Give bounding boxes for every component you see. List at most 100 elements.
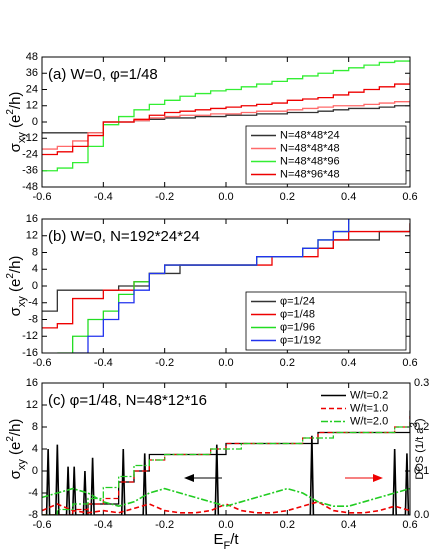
label-part: ) (414, 418, 426, 422)
x-tick-label: -0.6 (33, 519, 52, 531)
label-part: xy (16, 296, 28, 308)
x-tick-label: 0.6 (402, 357, 417, 369)
axis-label: EF/t (213, 531, 239, 552)
legend-label: N=48*96*48 (280, 168, 340, 180)
y-tick-label: 0 (32, 280, 38, 292)
label-part: xy (16, 459, 28, 471)
y-tick-label: 48 (26, 51, 38, 63)
label-part: E (213, 531, 223, 548)
x-tick-label: -0.4 (94, 191, 113, 203)
legend-label: N=48*48*48 (280, 142, 340, 154)
y2-tick-label: 0.0 (414, 509, 429, 521)
arrow-head (184, 474, 194, 482)
plot-frame (41, 56, 411, 188)
label-part: DOS (1/t a (414, 427, 426, 480)
series-line (42, 77, 410, 156)
x-tick-label: -0.2 (155, 357, 174, 369)
x-tick-label: -0.6 (33, 191, 52, 203)
label-part: 2 (5, 273, 16, 279)
x-tick-label: 0.4 (341, 519, 356, 531)
y-tick-label: 0 (32, 116, 38, 128)
axis-label: σxy (e2/h) (5, 419, 28, 480)
axis-label: DOS (1/t a3) (409, 418, 426, 479)
y-tick-label: -16 (22, 347, 38, 359)
y-tick-label: 24 (26, 83, 38, 95)
y-tick-label: 12 (26, 399, 38, 411)
y-tick-label: 16 (26, 377, 38, 389)
y-tick-label: 16 (26, 213, 38, 225)
label-part: 2 (5, 109, 16, 115)
y-tick-label: -36 (22, 165, 38, 177)
legend-label: W/t=1.0 (350, 402, 388, 414)
y-tick-label: 8 (32, 246, 38, 258)
legend-label: W/t=2.0 (350, 415, 388, 427)
x-tick-label: 0.2 (280, 519, 295, 531)
x-tick-label: 0.2 (280, 357, 295, 369)
series-line (42, 416, 410, 515)
y-tick-label: -4 (28, 487, 38, 499)
label-part: σ (7, 142, 24, 152)
y-tick-label: -24 (22, 148, 38, 160)
y-tick-label: 4 (32, 263, 38, 275)
legend-label: φ=1/96 (280, 321, 315, 333)
y-tick-label: 12 (26, 230, 38, 242)
axis-label: σxy (e2/h) (5, 92, 28, 153)
label-part: /h) (7, 92, 24, 110)
dos-line (42, 500, 410, 514)
y-tick-label: 8 (32, 421, 38, 433)
legend-label: φ=1/24 (280, 295, 315, 307)
y2-tick-label: 0.2 (414, 421, 429, 433)
x-tick-label: -0.2 (155, 191, 174, 203)
y-tick-label: 36 (26, 67, 38, 79)
label-part: /h) (7, 256, 24, 274)
x-tick-label: 0.0 (218, 191, 233, 203)
label-part: /h) (7, 419, 24, 437)
label-part: (e (7, 442, 24, 460)
y-tick-label: -12 (22, 330, 38, 342)
arrows (184, 474, 383, 482)
plot-frame (41, 382, 411, 516)
legend-label: W/t=0.2 (350, 389, 388, 401)
panel-label: (b) W=0, N=192*24*24 (48, 228, 200, 245)
legend-label: φ=1/48 (280, 308, 315, 320)
label-part: σ (7, 306, 24, 316)
x-tick-label: 0.6 (402, 191, 417, 203)
axis-label: σxy (e2/h) (5, 256, 28, 317)
label-part: F (223, 540, 230, 552)
y-tick-label: 12 (26, 100, 38, 112)
legend-label: N=48*48*96 (280, 155, 340, 167)
x-tick-label: 0.4 (341, 357, 356, 369)
legend-label: φ=1/192 (280, 334, 321, 346)
legend-frame (245, 291, 407, 351)
legend-label: N=48*48*24 (280, 129, 340, 141)
label-part: /t (230, 531, 239, 548)
arrow-head (373, 474, 383, 482)
label-part: (e (7, 279, 24, 297)
y-tick-label: 4 (32, 443, 38, 455)
y2-tick-label: 0.1 (414, 465, 429, 477)
x-tick-label: -0.6 (33, 357, 52, 369)
label-part: σ (7, 469, 24, 479)
y-tick-label: -48 (22, 181, 38, 193)
dos-line (42, 487, 410, 508)
plot-frame (41, 218, 411, 354)
x-tick-label: 0.0 (218, 357, 233, 369)
label-part: 3 (409, 422, 420, 428)
label-part: xy (16, 132, 28, 144)
x-tick-label: -0.4 (94, 519, 113, 531)
label-part: (e (7, 115, 24, 133)
x-tick-label: 0.0 (218, 519, 233, 531)
x-tick-label: 0.4 (341, 191, 356, 203)
series-line (72, 219, 350, 353)
panel-label: (c) φ=1/48, N=48*12*16 (48, 392, 207, 409)
y2-tick-label: 0.3 (414, 377, 429, 389)
x-tick-label: -0.4 (94, 357, 113, 369)
y-tick-label: -4 (28, 297, 38, 309)
x-tick-label: 0.6 (402, 519, 417, 531)
panel-label: (a) W=0, φ=1/48 (48, 66, 158, 83)
y-tick-label: 0 (32, 465, 38, 477)
x-tick-label: 0.2 (280, 191, 295, 203)
series-line (42, 421, 410, 515)
y-tick-label: -8 (28, 509, 38, 521)
